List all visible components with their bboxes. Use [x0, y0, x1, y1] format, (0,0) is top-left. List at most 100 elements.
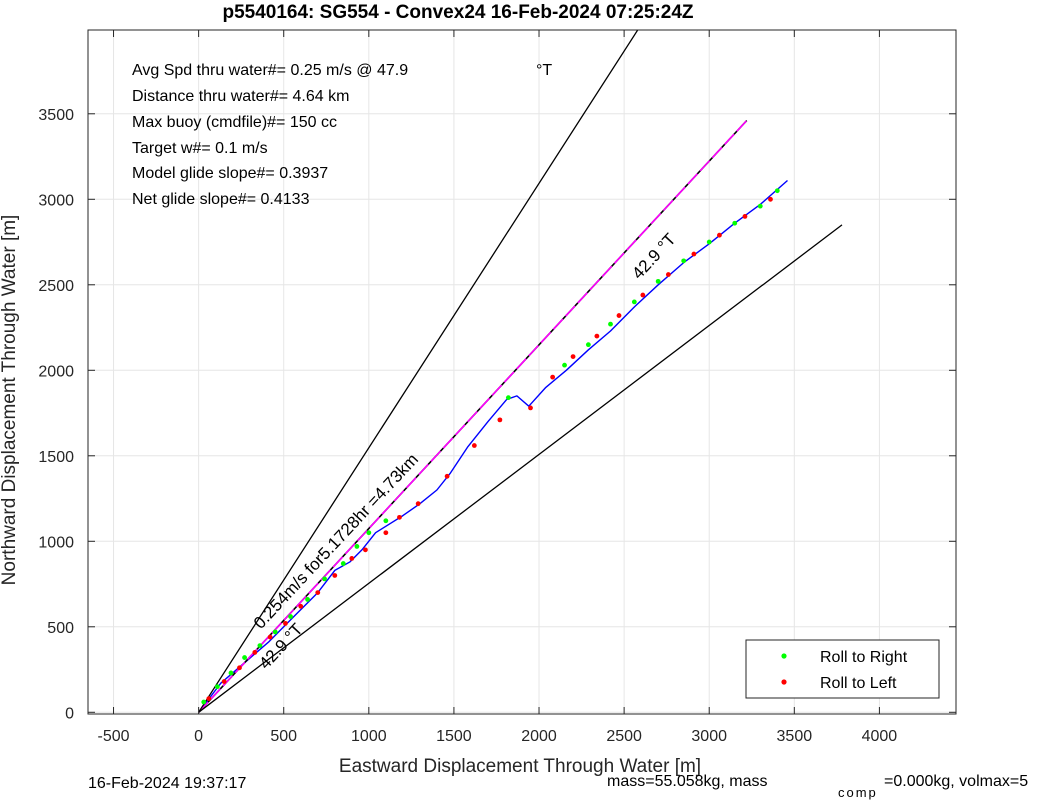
roll-left-point — [332, 573, 338, 578]
max-buoy-text: Max buoy (cmdfile)#= 150 cc — [132, 114, 337, 131]
roll-right-point — [366, 530, 372, 536]
roll-markers — [201, 188, 780, 705]
roll-right-point — [608, 321, 613, 327]
roll-left-point — [383, 530, 389, 536]
y-tick-label: 2000 — [38, 363, 74, 380]
roll-right-point — [706, 239, 712, 245]
distance-text: Distance thru water#= 4.64 km — [132, 88, 349, 105]
y-tick-label: 500 — [47, 620, 74, 637]
annotation-block: Avg Spd thru water#= 0.25 m/s @ 47.9 °T … — [132, 62, 552, 208]
roll-left-point — [550, 374, 556, 380]
footer-timestamp: 16-Feb-2024 19:37:17 — [88, 775, 246, 792]
roll-left-point — [298, 603, 304, 609]
roll-left-point — [471, 443, 477, 448]
y-tick-label: 0 — [65, 705, 74, 722]
roll-right-point — [681, 258, 687, 264]
roll-left-point — [616, 313, 622, 318]
roll-right-point — [757, 203, 763, 209]
plot-area: -500 0 500 1000 1500 2000 2500 3000 3500 4000 0 500… — [38, 29, 957, 745]
plot-frame — [87, 29, 957, 715]
legend: Roll to Right Roll to Left — [745, 639, 940, 699]
roll-left-point — [315, 590, 321, 595]
roll-right-point — [585, 342, 591, 348]
roll-right-point — [655, 278, 661, 284]
x-tick-label: -500 — [98, 728, 130, 745]
legend-marker-roll-right — [781, 653, 787, 659]
y-axis-label: Northward Displacement Through Water [m] — [0, 215, 20, 586]
roll-right-point — [305, 597, 310, 602]
footer-mass: mass=55.058kg, mass — [607, 773, 768, 790]
roll-right-point — [272, 629, 278, 635]
legend-label-roll-right: Roll to Right — [820, 649, 908, 666]
roll-left-point — [665, 272, 671, 277]
chart-title: p5540164: SG554 - Convex24 16-Feb-2024 0… — [222, 2, 693, 23]
footer-mass-comp-subscript: comp — [838, 785, 878, 800]
grid — [88, 30, 956, 714]
roll-left-point — [497, 417, 503, 423]
roll-left-point — [397, 514, 402, 520]
y-tick-label: 2500 — [38, 278, 74, 295]
x-tick-label: 2000 — [521, 728, 557, 745]
roll-right-point — [732, 220, 738, 226]
model-glide-text: Model glide slope#= 0.3937 — [132, 165, 328, 182]
roll-left-point — [594, 333, 600, 339]
roll-left-point — [349, 555, 355, 561]
avg-speed-text: Avg Spd thru water#= 0.25 m/s @ 47.9 — [132, 62, 408, 79]
roll-left-point — [717, 232, 722, 238]
x-tick-label: 1000 — [351, 728, 387, 745]
roll-right-point — [631, 299, 637, 305]
y-tick-label: 3500 — [38, 107, 74, 124]
target-w-text: Target w#= 0.1 m/s — [132, 140, 268, 157]
x-tick-label: 1500 — [436, 728, 472, 745]
net-glide-text: Net glide slope#= 0.4133 — [132, 191, 310, 208]
roll-right-point — [354, 544, 360, 549]
legend-marker-roll-left — [781, 679, 787, 685]
x-tick-label: 3000 — [691, 728, 727, 745]
x-tick-label: 2500 — [606, 728, 642, 745]
footer-volmax: =0.000kg, volmax=5 — [884, 773, 1028, 790]
reference-line-dashed — [198, 120, 748, 713]
roll-right-point — [242, 655, 247, 660]
roll-left-point — [742, 213, 748, 219]
roll-right-point — [201, 699, 207, 705]
roll-left-point — [570, 354, 576, 360]
y-tick-label: 1000 — [38, 534, 74, 551]
x-tick-label: 3500 — [777, 728, 813, 745]
roll-right-point — [288, 614, 293, 619]
roll-right-point — [322, 576, 327, 582]
roll-left-point — [415, 501, 421, 507]
axis-ticks: -500 0 500 1000 1500 2000 2500 3000 3500 4000 0 500… — [38, 30, 956, 745]
x-axis-label: Eastward Displacement Through Water [m] — [339, 756, 701, 777]
roll-left-point — [444, 473, 450, 479]
x-tick-label: 4000 — [862, 728, 898, 745]
heading-wedge-line — [198, 29, 639, 713]
roll-left-point — [237, 665, 242, 671]
roll-left-point — [252, 650, 258, 655]
roll-right-point — [562, 362, 567, 368]
roll-right-point — [383, 518, 389, 524]
roll-left-point — [206, 696, 212, 702]
y-tick-label: 3000 — [38, 192, 74, 209]
footer: 16-Feb-2024 19:37:17 mass=55.058kg, mass… — [88, 773, 1028, 800]
y-tick-label: 1500 — [38, 449, 74, 466]
plot-background — [88, 30, 956, 714]
roll-left-point — [363, 547, 368, 553]
x-tick-label: 0 — [194, 728, 203, 745]
legend-box — [745, 639, 940, 699]
roll-left-point — [640, 292, 646, 298]
roll-right-point — [774, 188, 780, 194]
roll-right-point — [214, 684, 220, 690]
roll-left-point — [267, 634, 273, 640]
roll-right-point — [505, 395, 511, 401]
roll-left-point — [283, 620, 288, 626]
x-tick-label: 500 — [270, 728, 297, 745]
avg-speed-unit: °T — [536, 62, 552, 79]
roll-left-point — [691, 251, 697, 257]
roll-right-point — [228, 670, 234, 676]
roll-left-point — [528, 405, 533, 411]
roll-left-point — [221, 679, 227, 684]
roll-left-point — [768, 196, 773, 202]
heading-wedge-line — [198, 224, 843, 713]
roll-right-point — [340, 561, 346, 566]
